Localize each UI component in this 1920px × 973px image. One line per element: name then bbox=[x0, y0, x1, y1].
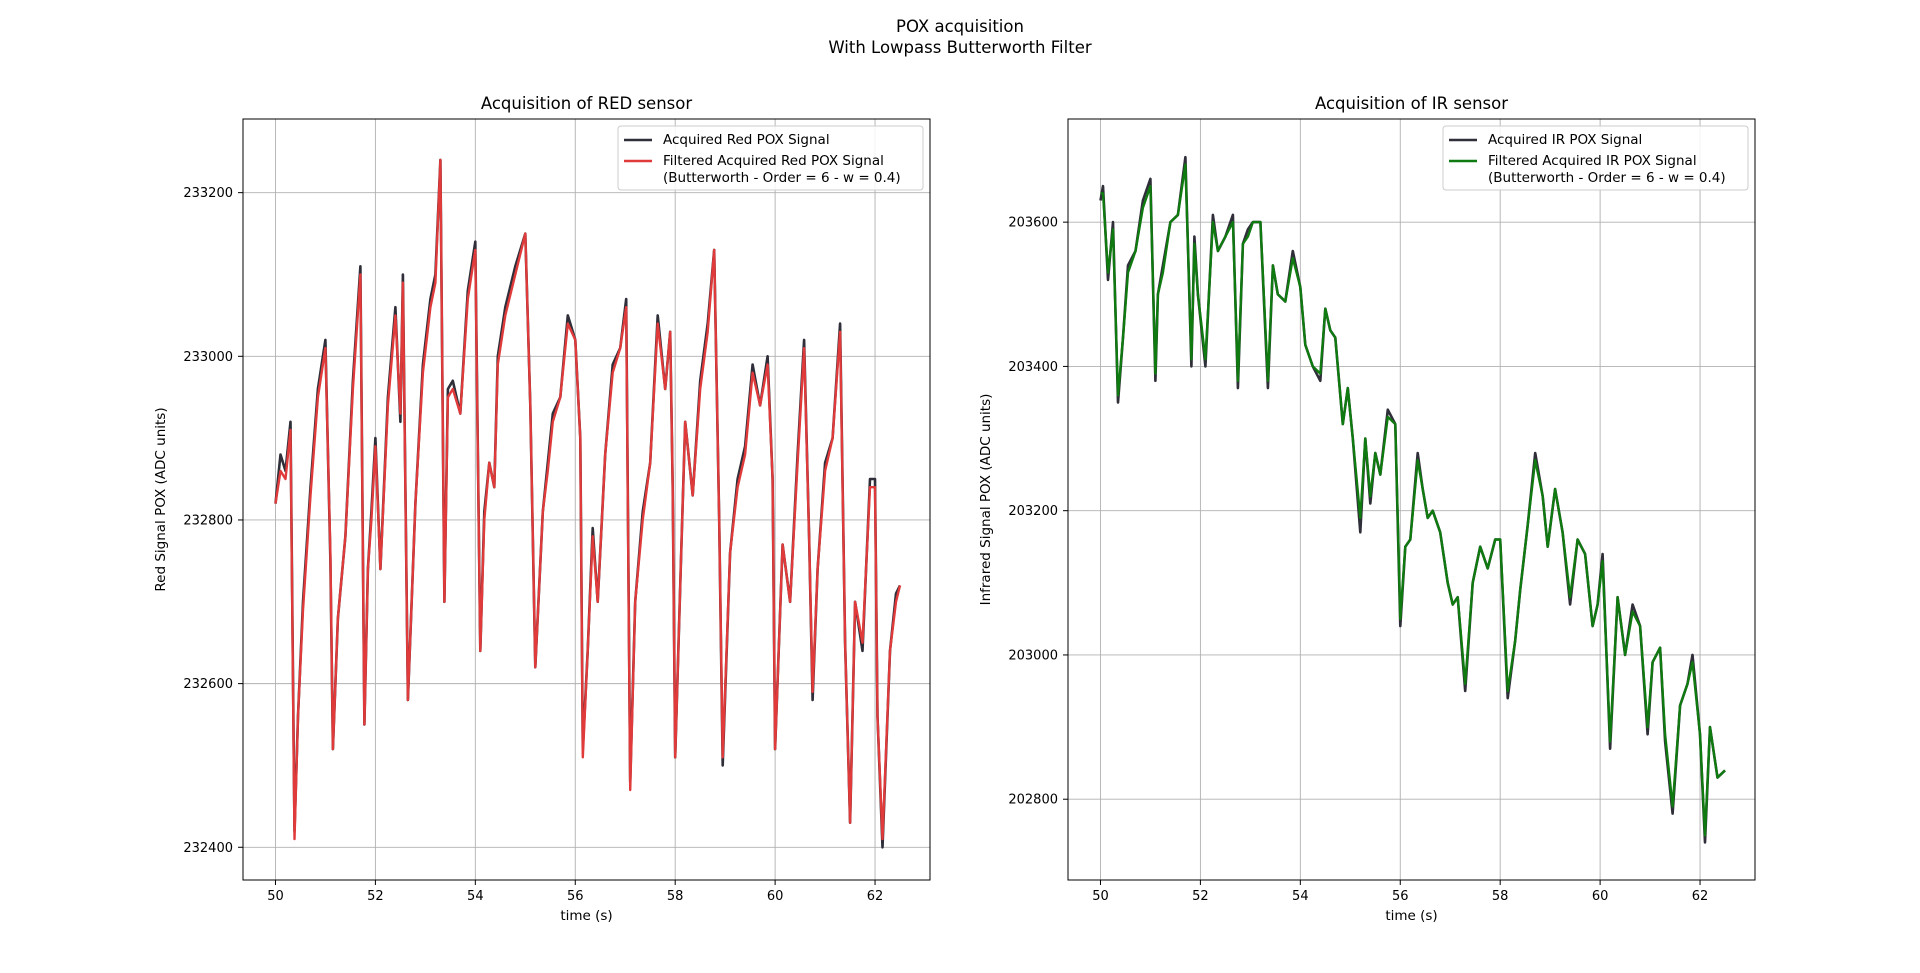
red-y-tick-label: 233000 bbox=[183, 350, 233, 365]
ir-x-tick-label: 50 bbox=[1092, 889, 1109, 904]
figure-title-line2: With Lowpass Butterworth Filter bbox=[828, 38, 1091, 57]
red-y-tick-label: 233200 bbox=[183, 186, 233, 201]
red-x-axis-label: time (s) bbox=[560, 908, 612, 924]
red-legend: Acquired Red POX Signal Filtered Acquired… bbox=[617, 125, 924, 191]
ir-chart-title: Acquisition of IR sensor bbox=[1315, 94, 1508, 113]
red-sensor-chart: 50 52 54 56 58 60 62 232400 232600 232800 233000 23… bbox=[153, 94, 931, 924]
ir-legend-label: Filtered Acquired IR POX Signal bbox=[1488, 153, 1697, 169]
ir-x-tick-label: 62 bbox=[1692, 889, 1709, 904]
red-x-tick-label: 54 bbox=[467, 889, 484, 904]
red-x-tick-label: 50 bbox=[267, 889, 284, 904]
red-y-tick-label: 232400 bbox=[183, 841, 233, 856]
ir-y-axis-label: Infrared Signal POX (ADC units) bbox=[978, 394, 994, 606]
ir-x-axis-label: time (s) bbox=[1385, 908, 1437, 924]
red-x-tick-label: 60 bbox=[767, 889, 784, 904]
red-x-tick-label: 58 bbox=[667, 889, 684, 904]
red-chart-title: Acquisition of RED sensor bbox=[481, 94, 693, 113]
ir-x-tick-label: 60 bbox=[1592, 889, 1609, 904]
red-legend-box bbox=[617, 125, 924, 191]
red-x-tick-label: 62 bbox=[867, 889, 884, 904]
red-plot-frame bbox=[242, 118, 931, 881]
ir-x-tick-label: 52 bbox=[1192, 889, 1209, 904]
ir-y-tick-label: 202800 bbox=[1008, 793, 1058, 808]
ir-y-tick-label: 203000 bbox=[1008, 648, 1058, 663]
ir-series-filtered-line bbox=[1100, 163, 1726, 837]
ir-plot-frame bbox=[1067, 118, 1756, 881]
ir-sensor-chart: 50 52 54 56 58 60 62 202800 203000 203200 203400 20… bbox=[978, 94, 1756, 924]
ir-x-tick-label: 54 bbox=[1292, 889, 1309, 904]
red-y-axis-label: Red Signal POX (ADC units) bbox=[153, 407, 169, 591]
red-series-filtered-line bbox=[274, 158, 902, 841]
red-x-tick-label: 56 bbox=[567, 889, 584, 904]
ir-x-tick-label: 58 bbox=[1492, 889, 1509, 904]
red-y-tick-label: 232800 bbox=[183, 513, 233, 528]
red-x-tick-label: 52 bbox=[367, 889, 384, 904]
figure-title-line1: POX acquisition bbox=[896, 17, 1024, 36]
ir-legend-label: (Butterworth - Order = 6 - w = 0.4) bbox=[1488, 170, 1726, 186]
ir-y-tick-label: 203200 bbox=[1008, 504, 1058, 519]
red-legend-label: Acquired Red POX Signal bbox=[663, 132, 830, 148]
ir-legend-box bbox=[1442, 125, 1749, 191]
ir-legend: Acquired IR POX Signal Filtered Acquired … bbox=[1442, 125, 1749, 191]
ir-y-tick-label: 203400 bbox=[1008, 360, 1058, 375]
ir-legend-label: Acquired IR POX Signal bbox=[1488, 132, 1642, 148]
ir-x-tick-label: 56 bbox=[1392, 889, 1409, 904]
red-y-tick-label: 232600 bbox=[183, 677, 233, 692]
red-legend-label: (Butterworth - Order = 6 - w = 0.4) bbox=[663, 170, 901, 186]
ir-y-tick-label: 203600 bbox=[1008, 216, 1058, 231]
red-legend-label: Filtered Acquired Red POX Signal bbox=[663, 153, 884, 169]
red-series-acquired-line bbox=[274, 158, 902, 849]
